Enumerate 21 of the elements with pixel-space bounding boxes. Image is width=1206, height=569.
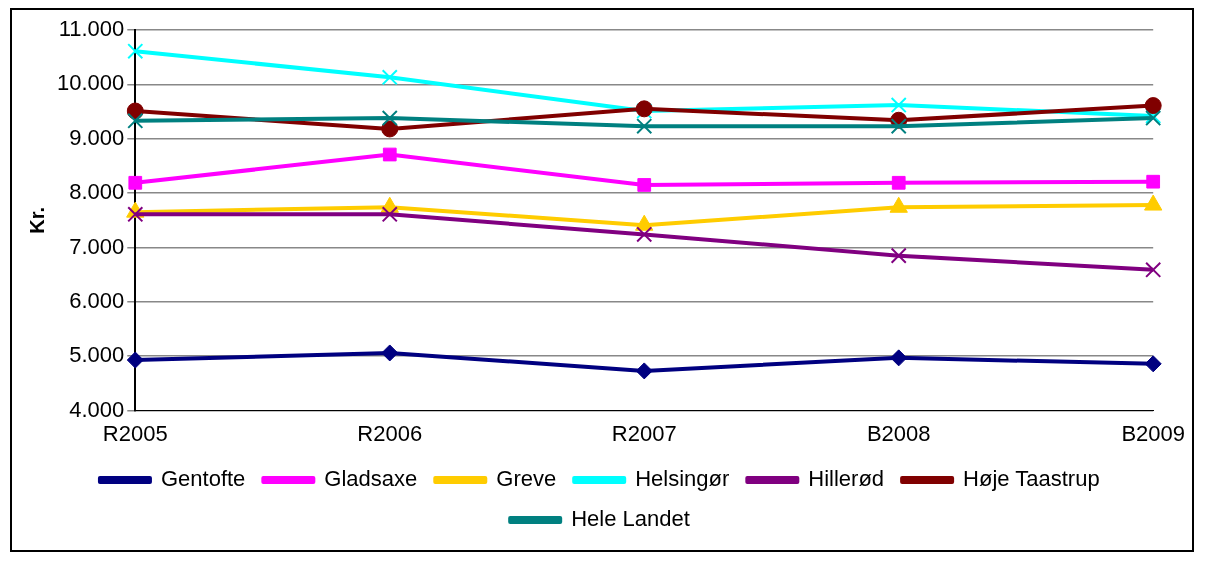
x-tick-label: B2008 xyxy=(866,420,931,446)
legend-label: Hillerød xyxy=(808,466,885,492)
x-tick-label: B2009 xyxy=(1121,420,1185,446)
y-tick-label: 8.000 xyxy=(69,179,125,205)
legend-label: Gladsaxe xyxy=(324,466,418,492)
y-tick-label: 11.000 xyxy=(58,16,125,42)
legend-label: Høje Taastrup xyxy=(963,466,1100,492)
legend-label: Gentofte xyxy=(160,466,246,492)
x-tick-label: R2005 xyxy=(102,420,168,446)
y-tick-label: 5.000 xyxy=(69,342,125,368)
x-tick-label: R2006 xyxy=(357,420,423,446)
y-axis-title: Kr. xyxy=(25,206,48,234)
x-tick-label: R2007 xyxy=(611,420,677,446)
y-tick-label: 6.000 xyxy=(69,287,125,313)
legend-label: Helsingør xyxy=(635,466,730,492)
y-tick-label: 10.000 xyxy=(56,70,125,96)
y-tick-label: 7.000 xyxy=(69,233,125,259)
legend-label: Hele Landet xyxy=(571,506,690,532)
y-tick-label: 9.000 xyxy=(69,124,125,150)
legend-label: Greve xyxy=(496,466,557,492)
y-tick-label: 4.000 xyxy=(69,396,125,422)
